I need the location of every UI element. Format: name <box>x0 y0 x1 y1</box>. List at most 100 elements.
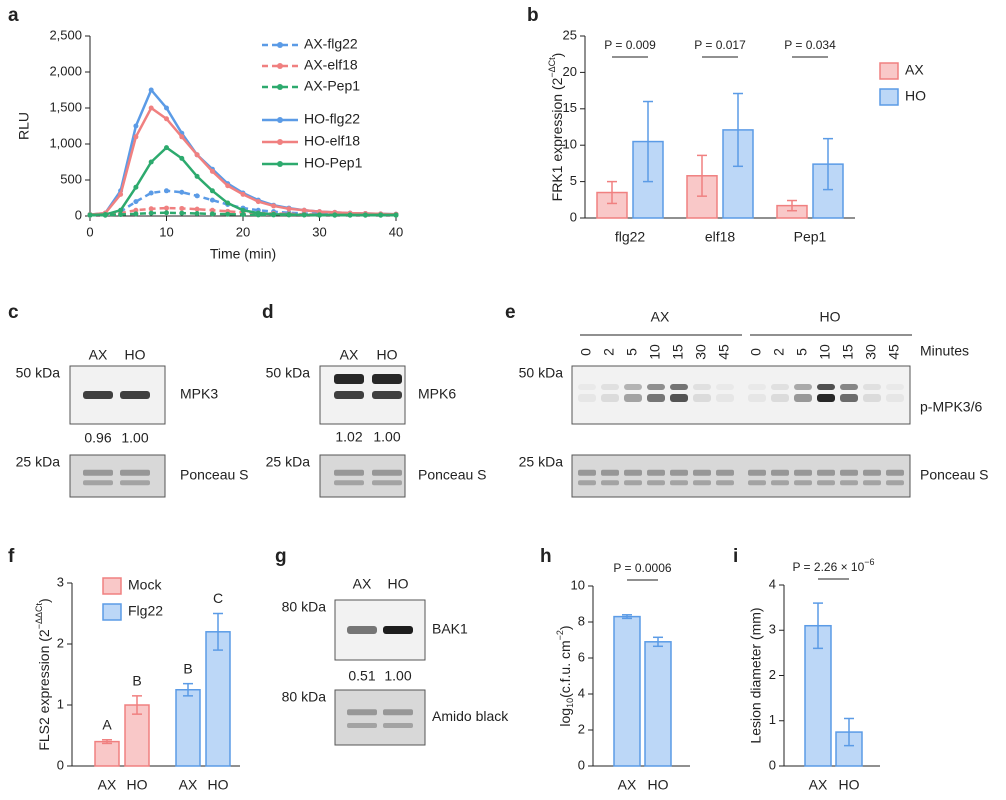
bar <box>175 689 201 767</box>
data-point <box>194 193 200 199</box>
blot-band <box>817 480 835 486</box>
legend-swatch <box>102 577 122 595</box>
x-tick-label: AX <box>98 777 117 793</box>
blot-band <box>670 384 688 390</box>
y-tick-label: 0 <box>570 209 577 224</box>
y-tick-label: 8 <box>578 613 585 628</box>
blot-band <box>716 384 734 390</box>
blot-band <box>693 394 711 402</box>
blot-band <box>624 480 642 486</box>
data-point <box>164 188 169 194</box>
x-tick-label: AX <box>618 777 637 793</box>
y-axis-label: FLS2 expression (2−ΔΔCt) <box>34 598 51 750</box>
blot-membrane <box>571 365 911 425</box>
data-point <box>347 212 353 218</box>
blot-membrane <box>319 454 406 498</box>
blot-band <box>886 469 904 476</box>
blot-band <box>794 480 812 486</box>
blot-band <box>120 391 150 399</box>
data-point <box>194 206 200 212</box>
y-tick-label: 1,500 <box>49 99 82 114</box>
data-point <box>118 191 124 197</box>
data-point <box>164 116 169 122</box>
data-point <box>133 199 139 205</box>
marker-label: 25 kDa <box>266 454 311 470</box>
data-point <box>148 210 154 216</box>
data-point <box>133 184 139 190</box>
lane-label: 45 <box>716 344 732 360</box>
legend-swatch <box>102 603 122 621</box>
blot-label: Ponceau S <box>180 467 249 483</box>
y-tick-label: 2 <box>578 721 585 736</box>
lane-label: HO <box>377 347 398 363</box>
y-axis-label: Lesion diameter (mm) <box>748 607 764 743</box>
x-tick-label: 20 <box>236 224 250 239</box>
data-point <box>301 207 307 213</box>
blot-membrane <box>69 454 166 498</box>
y-axis-label-part: ) <box>549 53 565 58</box>
legend-dot <box>277 63 283 69</box>
blot-band <box>647 394 665 402</box>
legend-dot <box>277 84 283 90</box>
blot-band <box>670 394 688 402</box>
annotation: P = 2.26 × 10−6 <box>792 557 874 574</box>
y-axis-label: RLU <box>16 112 32 140</box>
blot-band <box>120 480 150 486</box>
blot-band <box>716 394 734 402</box>
blot-band <box>334 374 364 384</box>
data-point <box>164 105 169 111</box>
unit-label: Minutes <box>920 343 969 359</box>
panel-letter: c <box>8 302 19 323</box>
panel-letter: a <box>8 5 19 26</box>
blot-band <box>748 384 766 390</box>
data-point <box>194 210 200 216</box>
y-tick-label: 0 <box>769 757 776 772</box>
x-tick-label: flg22 <box>615 229 646 245</box>
x-tick-label: HO <box>127 777 148 793</box>
blot-band <box>863 480 881 486</box>
y-axis-label-part: ) <box>36 598 52 603</box>
blot-band <box>578 469 596 476</box>
blot-band <box>840 480 858 486</box>
lane-label: 15 <box>840 344 856 360</box>
blot-band <box>886 384 904 390</box>
blot-band <box>840 394 858 402</box>
data-point <box>133 134 139 140</box>
bar <box>124 704 150 767</box>
data-point <box>271 203 277 209</box>
x-tick-label: 30 <box>312 224 326 239</box>
blot-band <box>647 469 665 476</box>
blot-band <box>748 480 766 486</box>
x-tick-label: AX <box>809 777 828 793</box>
blot-label: Ponceau S <box>920 467 989 483</box>
significance-letter: C <box>213 590 223 606</box>
blot-band <box>748 469 766 476</box>
blot-label: Amido black <box>432 708 509 724</box>
blot-band <box>863 469 881 476</box>
y-axis-label: log10(c.f.u. cm−2) <box>555 625 575 726</box>
blot-label: MPK3 <box>180 386 218 402</box>
blot-band <box>578 394 596 402</box>
lane-label: 10 <box>817 344 833 360</box>
y-tick-label: 1,000 <box>49 135 82 150</box>
legend-label: HO-Pep1 <box>304 155 363 171</box>
data-point <box>209 211 215 217</box>
x-tick-label: 0 <box>86 224 93 239</box>
blot-band <box>748 394 766 402</box>
blot-band <box>716 480 734 486</box>
blot-band <box>647 480 665 486</box>
data-point <box>87 212 93 218</box>
data-point <box>301 212 307 218</box>
blot-band <box>601 394 619 402</box>
legend-label: HO-flg22 <box>304 111 360 127</box>
legend-swatch <box>879 88 899 106</box>
annotation: P = 0.017 <box>694 38 746 52</box>
y-axis-label-part: −ΔCt <box>547 57 557 78</box>
y-tick-label: 500 <box>60 171 82 186</box>
data-point <box>148 159 154 165</box>
blot-band <box>120 469 150 476</box>
blot-band <box>817 384 835 390</box>
lane-label: 30 <box>863 344 879 360</box>
data-point <box>164 205 169 211</box>
blot-band <box>383 626 413 634</box>
